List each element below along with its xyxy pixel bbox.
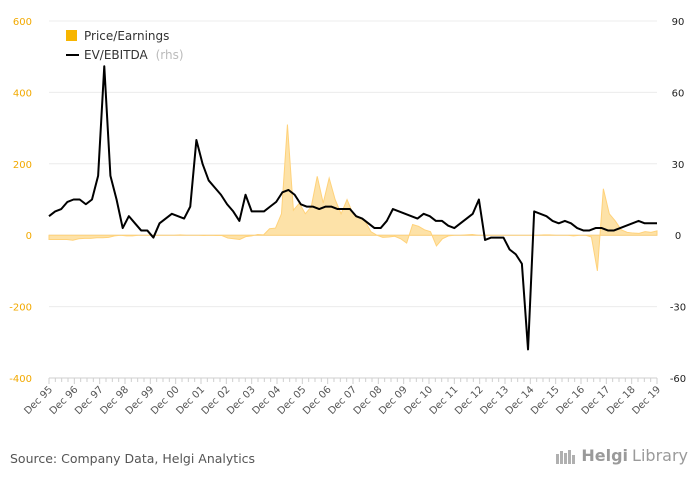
legend-label-ev-text: EV/EBITDA	[84, 48, 149, 62]
logo-text-b: Library	[632, 446, 688, 465]
left-tick-label: -200	[9, 303, 32, 314]
right-tick-label: 30	[672, 160, 685, 171]
pe-area	[48, 124, 658, 271]
right-tick-label: 0	[675, 231, 681, 242]
left-tick-label: -400	[9, 374, 32, 385]
logo-text-a: Helgi	[581, 446, 629, 465]
source-note: Source: Company Data, Helgi Analytics	[10, 451, 256, 466]
right-tick-label: -30	[670, 303, 686, 314]
legend-swatch-pe	[66, 30, 77, 41]
pe-area-path	[48, 124, 658, 271]
left-tick-label: 200	[13, 160, 32, 171]
ev-line	[48, 65, 657, 351]
ev-line-path	[48, 65, 657, 351]
left-tick-label: 400	[13, 88, 32, 99]
left-tick-label: 0	[26, 231, 32, 242]
chart: 600 400 200 0 -200 -400 90 60 30 0 -30 -60 Dec 95D…	[9, 17, 686, 417]
library-icon	[556, 449, 576, 464]
right-tick-label: 90	[672, 17, 685, 28]
right-axis-ticks: 90 60 30 0 -30 -60	[670, 17, 686, 385]
legend-label-pe: Price/Earnings	[84, 29, 169, 43]
left-axis-ticks: 600 400 200 0 -200 -400	[9, 17, 32, 385]
grid	[49, 20, 657, 379]
helgi-library-logo: Helgi Library	[555, 446, 688, 465]
x-tick-label: Dec 19	[630, 384, 663, 417]
right-tick-label: 60	[672, 88, 685, 99]
right-tick-label: -60	[670, 374, 686, 385]
legend: Price/Earnings EV/EBITDA (rhs)	[66, 29, 184, 62]
legend-label-ev-suffix: (rhs)	[156, 48, 184, 62]
legend-label-ev: EV/EBITDA (rhs)	[84, 48, 184, 62]
left-tick-label: 600	[13, 17, 32, 28]
